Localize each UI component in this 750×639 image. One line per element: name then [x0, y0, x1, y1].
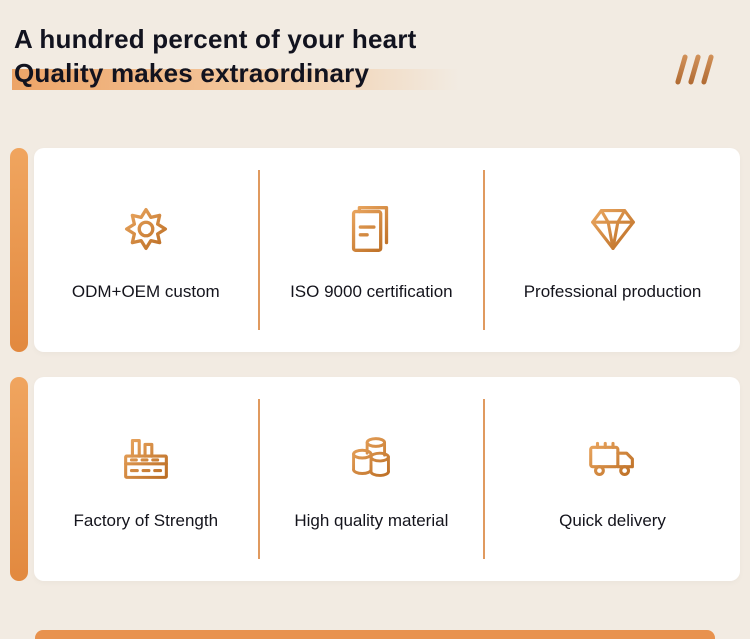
feature-card-top: ODM+OEM custom ISO 9000 certification: [10, 148, 740, 352]
feature-quick-delivery: Quick delivery: [485, 377, 740, 581]
header: A hundred percent of your heart Quality …: [12, 22, 459, 90]
gear-icon: [124, 207, 167, 251]
highlight-strip: [12, 69, 459, 90]
feature-factory-strength: Factory of Strength: [34, 377, 258, 581]
headline-line2: Quality makes extraordinary: [12, 56, 459, 90]
feature-label: ISO 9000 certification: [290, 282, 453, 301]
feature-card: ODM+OEM custom ISO 9000 certification: [34, 148, 740, 352]
headline-line1: A hundred percent of your heart: [14, 24, 417, 54]
feature-iso-certification: ISO 9000 certification: [260, 148, 484, 352]
feature-label: Factory of Strength: [73, 511, 219, 530]
feature-label: High quality material: [294, 511, 449, 530]
feature-odm-oem-custom: ODM+OEM custom: [34, 148, 258, 352]
triple-bars-icon: [674, 53, 715, 86]
card-divider: [257, 170, 260, 330]
card-accent-bar: [10, 148, 28, 352]
feature-label: Professional production: [523, 282, 702, 301]
factory-icon: [123, 439, 168, 479]
card-divider: [483, 170, 486, 330]
truck-icon: [588, 441, 634, 477]
feature-card-bottom: Factory of Strength High: [10, 377, 740, 581]
material-icon: [352, 437, 391, 477]
card-accent-bar: [10, 377, 28, 581]
feature-label: ODM+OEM custom: [71, 282, 220, 301]
card-divider: [483, 399, 486, 559]
feature-professional-production: Professional production: [485, 148, 740, 352]
card-divider: [257, 399, 260, 559]
bottom-accent-bar: [35, 630, 715, 639]
feature-card: Factory of Strength High: [34, 377, 740, 581]
feature-label: Quick delivery: [559, 511, 666, 530]
feature-high-quality-material: High quality material: [260, 377, 484, 581]
diamond-icon: [590, 209, 635, 250]
certificate-icon: [352, 206, 389, 252]
